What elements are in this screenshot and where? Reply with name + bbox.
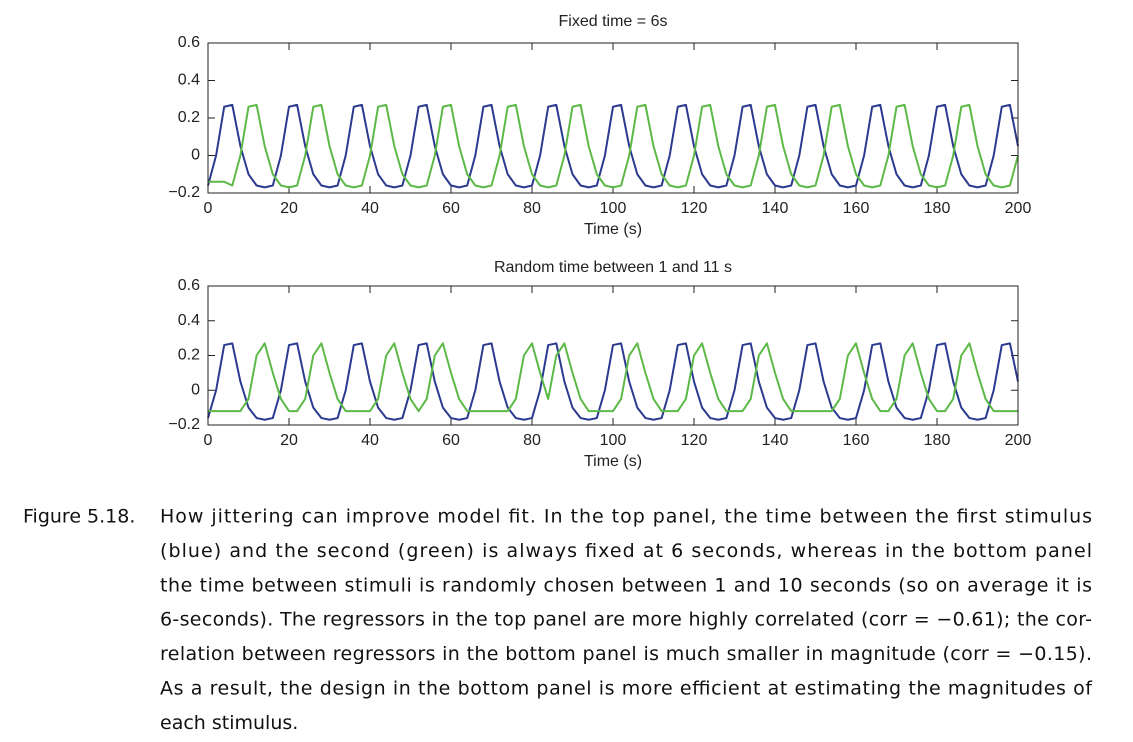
plot-frame bbox=[207, 42, 1019, 194]
x-tick-label: 20 bbox=[280, 432, 298, 449]
series-line bbox=[208, 342, 1018, 413]
x-tick-label: 200 bbox=[1005, 200, 1032, 217]
caption-line: As a result, the design in the bottom pa… bbox=[160, 678, 1093, 700]
caption-line: (blue) and the second (green) is always … bbox=[160, 540, 1092, 562]
series-line bbox=[208, 103, 1019, 189]
x-tick-label: 160 bbox=[843, 432, 870, 449]
x-tick-label: 40 bbox=[361, 432, 379, 449]
x-tick-label: 160 bbox=[843, 200, 870, 217]
y-tick-label: 0.2 bbox=[178, 109, 200, 126]
x-tick-label: 80 bbox=[523, 432, 541, 449]
y-tick-label: 0 bbox=[191, 147, 200, 164]
x-tick-label: 20 bbox=[280, 200, 298, 217]
caption-line: 6-seconds). The regressors in the top pa… bbox=[160, 609, 1092, 631]
chart-title: Random time between 1 and 11 s bbox=[494, 259, 732, 276]
series-line bbox=[207, 103, 1019, 189]
caption-line: the time between stimuli is randomly cho… bbox=[160, 574, 1092, 596]
y-tick-label: 0 bbox=[191, 381, 200, 398]
y-tick-label: 0.4 bbox=[178, 312, 200, 329]
x-tick-label: 140 bbox=[762, 432, 789, 449]
x-tick-label: 0 bbox=[204, 432, 213, 449]
x-tick-label: 180 bbox=[924, 432, 951, 449]
x-tick-label: 120 bbox=[681, 432, 708, 449]
caption-line: relation between regressors in the botto… bbox=[160, 643, 1092, 665]
x-tick-label: 100 bbox=[600, 432, 627, 449]
x-axis-label: Time (s) bbox=[584, 221, 642, 238]
y-tick-label: 0.2 bbox=[178, 347, 200, 364]
y-tick-label: 0.4 bbox=[178, 72, 200, 89]
caption-label: Figure 5.18. bbox=[23, 506, 135, 528]
chart-title: Fixed time = 6s bbox=[559, 13, 668, 30]
x-tick-label: 60 bbox=[442, 432, 460, 449]
x-tick-label: 120 bbox=[681, 200, 708, 217]
x-tick-label: 140 bbox=[762, 200, 789, 217]
x-tick-label: 200 bbox=[1005, 432, 1032, 449]
x-tick-label: 80 bbox=[523, 200, 541, 217]
x-tick-label: 0 bbox=[204, 200, 213, 217]
x-tick-label: 40 bbox=[361, 200, 379, 217]
x-tick-label: 60 bbox=[442, 200, 460, 217]
x-tick-label: 180 bbox=[924, 200, 951, 217]
caption-line: each stimulus. bbox=[160, 712, 298, 734]
x-tick-label: 100 bbox=[600, 200, 627, 217]
y-tick-label: 0.6 bbox=[178, 34, 200, 51]
y-tick-label: −0.2 bbox=[168, 184, 200, 201]
series-line bbox=[207, 342, 1019, 421]
plot-frame bbox=[207, 285, 1019, 426]
x-axis-label: Time (s) bbox=[584, 453, 642, 470]
caption-line: How jittering can improve model fit. In … bbox=[160, 506, 1092, 528]
y-tick-label: −0.2 bbox=[168, 416, 200, 433]
y-tick-label: 0.6 bbox=[178, 277, 200, 294]
